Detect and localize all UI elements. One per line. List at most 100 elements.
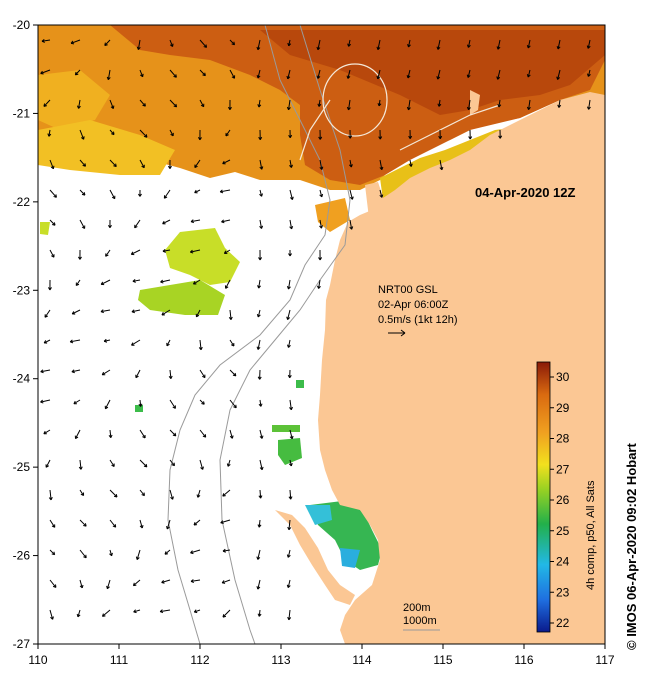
current-vector [257,609,262,617]
current-vector [109,159,117,168]
current-vector [288,129,293,139]
y-tick-label: -25 [13,460,31,474]
x-tick-label: 111 [110,653,129,667]
current-vector [71,369,81,374]
current-vector [587,69,591,77]
current-vector [71,309,81,315]
colorbar-tick-label: 30 [556,370,570,384]
colorbar-tick-label: 29 [556,401,570,415]
island-land [470,90,480,115]
x-tick-label: 115 [433,653,452,667]
current-vector [199,459,204,470]
current-vector [101,369,111,376]
current-vector [258,399,263,407]
current-vector [41,38,51,43]
current-vector [258,249,263,261]
current-vector [109,99,115,109]
current-vector [75,279,81,286]
current-vector [161,579,171,584]
current-vector [169,129,174,137]
current-vector [109,129,115,136]
isobath-lines [167,25,351,644]
current-vector [286,549,291,558]
current-vector [161,309,171,316]
x-tick-label: 114 [352,653,371,667]
current-vector [256,579,261,590]
current-vector [44,309,51,318]
current-vector [289,159,293,168]
current-vector [497,99,502,108]
current-vector [49,579,57,588]
y-tick-label: -23 [13,283,31,297]
current-vector [168,369,173,379]
current-vector [77,249,82,260]
current-vector [466,99,471,111]
current-vector [346,69,351,79]
current-vector [138,399,143,407]
current-vector [139,489,145,497]
y-tick-label: -22 [13,195,31,209]
current-vector [225,129,231,137]
legend-date: 02-Apr 06:00Z [378,299,449,311]
current-vector [43,99,51,107]
current-vector [76,99,81,109]
current-vector [287,39,292,47]
current-vector [131,309,141,314]
current-vector [257,99,262,108]
current-vector [167,159,172,169]
current-vector [258,129,263,140]
current-vector [406,69,411,79]
current-vector [496,69,501,80]
current-vector [229,429,234,439]
current-vector [318,249,323,261]
current-vector [47,279,52,291]
sst-cool-patches [40,222,240,315]
plot-frame [37,24,606,645]
current-vector [49,549,56,556]
current-vector [134,219,141,229]
current-vector [169,69,177,78]
current-vector [49,159,55,170]
current-vector [69,339,81,344]
current-vector [258,489,263,499]
current-vector [49,189,57,198]
current-vector [526,69,531,78]
current-vector [169,489,174,500]
current-vector [376,39,381,51]
current-vector [74,429,81,440]
current-vector [223,249,231,254]
x-tick-label: 117 [595,653,614,667]
current-vector [79,129,85,140]
current-vector [318,129,323,140]
x-tick-label: 110 [28,653,47,667]
current-vector [586,99,591,110]
sst-contours [299,63,501,161]
current-vector [100,279,111,286]
current-vector [137,189,142,197]
current-vector [164,549,171,555]
current-vector [221,579,231,584]
current-vector [163,189,171,199]
current-vector [316,69,321,79]
current-vector [104,399,111,410]
current-vector [102,609,111,617]
current-vector [229,69,236,79]
current-vector [256,39,261,51]
current-vector [162,219,171,225]
current-vector [288,459,293,467]
current-vector [106,579,111,590]
current-vector [222,548,231,553]
x-tick-label: 112 [190,653,209,667]
current-vector [79,549,87,559]
current-vector [45,459,51,468]
current-vector [256,339,261,350]
current-vector [106,69,111,81]
current-vector [227,99,232,111]
current-vector [79,219,86,229]
current-vector [43,429,51,435]
current-vector [319,189,324,198]
current-vectors [40,38,591,621]
current-vector [79,159,86,167]
current-vector [195,309,201,318]
y-tick-label: -21 [13,106,31,120]
